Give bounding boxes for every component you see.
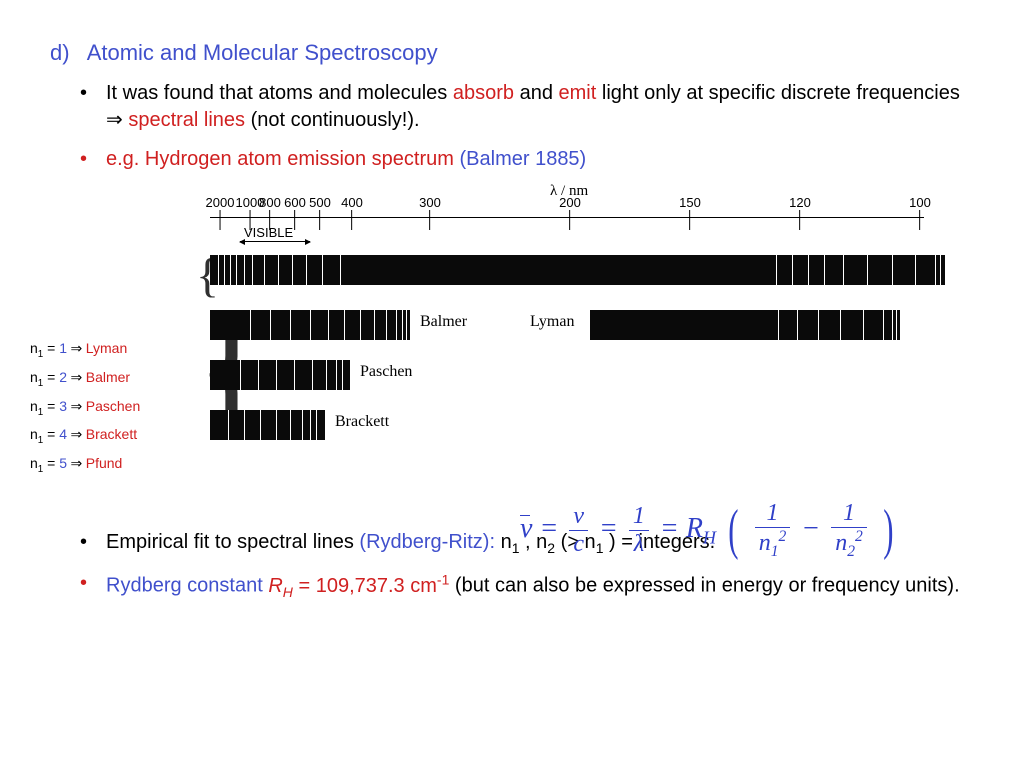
band-brackett (210, 410, 325, 440)
b1-end: (not continuously!). (251, 109, 420, 131)
legend-row: n1 = 1 ⇒ Lyman (30, 340, 140, 360)
b1-pre: It was found that atoms and molecules (106, 82, 453, 104)
band-label-lyman: Lyman (530, 313, 574, 331)
minus: − (801, 513, 827, 544)
b4-post: (but can also be expressed in energy or … (455, 575, 960, 597)
legend-row: n1 = 2 ⇒ Balmer (30, 369, 140, 389)
band-label-brackett: Brackett (335, 413, 389, 431)
axis-tick: 500 (309, 195, 331, 231)
RH: RH (686, 513, 716, 544)
eq1: = (539, 513, 565, 544)
b2-red: e.g. Hydrogen atom emission spectrum (106, 148, 460, 170)
frac-n2: 1 n22 (831, 500, 867, 561)
visible-label: VISIBLE (244, 225, 293, 240)
b1-absorb: absorb (453, 82, 514, 104)
band-paschen (210, 360, 350, 390)
rparen: ) (883, 505, 893, 555)
b3-pre: Empirical fit to spectral lines (106, 531, 359, 553)
heading-letter: d) (50, 40, 70, 65)
lparen: ( (728, 505, 738, 555)
band-label-balmer: Balmer (420, 313, 467, 331)
axis-tick: 400 (341, 195, 363, 231)
bullet-2: e.g. Hydrogen atom emission spectrum (Ba… (80, 146, 974, 173)
b3-blue: (Rydberg-Ritz): (359, 531, 500, 553)
frac-n1: 1 n12 (755, 500, 791, 561)
frac-nu-c: ν c (569, 503, 588, 558)
band-full (210, 255, 945, 285)
bullet-1: It was found that atoms and molecules ab… (80, 80, 974, 134)
b3-n1: n1 (501, 531, 520, 553)
visible-arrow (240, 241, 310, 242)
heading-title: Atomic and Molecular Spectroscopy (87, 40, 438, 65)
b1-spectral: spectral lines (128, 109, 245, 131)
nu-bar: ν (520, 513, 532, 545)
band-lyman (590, 310, 900, 340)
axis-tick: 2000 (206, 195, 235, 231)
legend-row: n1 = 5 ⇒ Pfund (30, 455, 140, 475)
b4-val: = 109,737.3 cm-1 (298, 575, 449, 597)
eq3: = (660, 513, 686, 544)
band-balmer (210, 310, 410, 340)
axis-tick: 100 (909, 195, 931, 231)
series-legend: n1 = 1 ⇒ Lyman n1 = 2 ⇒ Balmer n1 = 3 ⇒ Pa… (30, 340, 140, 484)
b4-rh: RH (268, 575, 293, 597)
frac-1-lambda: 1 λ (629, 503, 649, 558)
legend-row: n1 = 3 ⇒ Paschen (30, 398, 140, 418)
legend-row: n1 = 4 ⇒ Brackett (30, 426, 140, 446)
b4-blue: Rydberg constant (106, 575, 268, 597)
axis-tick: 200 (559, 195, 581, 231)
spectrum-diagram: λ / nm 200010008006005004003002001501201… (80, 185, 964, 505)
rydberg-formula: ν = ν c = 1 λ = RH ( 1 n12 − 1 n22 ) (520, 500, 898, 561)
b1-emit: emit (559, 82, 597, 104)
eq2: = (599, 513, 625, 544)
section-heading: d) Atomic and Molecular Spectroscopy (50, 40, 974, 66)
bullet-4: Rydberg constant RH = 109,737.3 cm-1 (bu… (80, 570, 974, 602)
band-label-paschen: Paschen (360, 363, 412, 381)
b2-blue: (Balmer 1885) (460, 148, 587, 170)
axis-tick: 300 (419, 195, 441, 231)
axis-tick: 150 (679, 195, 701, 231)
b1-and: and (520, 82, 559, 104)
axis-tick: 120 (789, 195, 811, 231)
